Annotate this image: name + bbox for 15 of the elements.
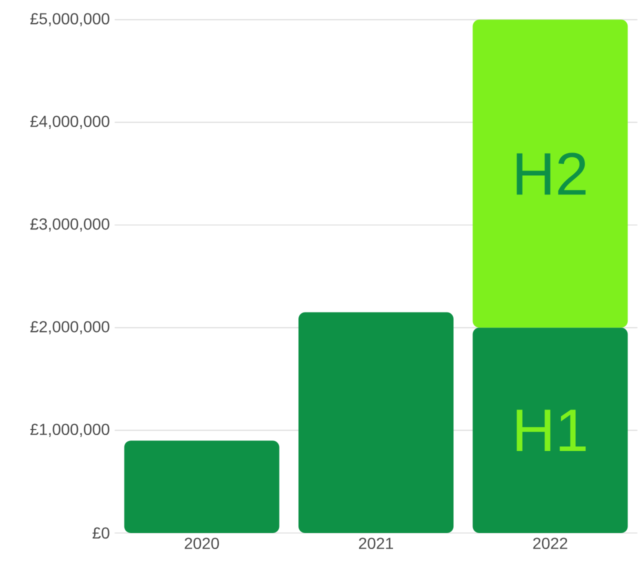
x-tick-label: 2022 bbox=[533, 538, 568, 550]
x-tick-label: 2020 bbox=[184, 538, 219, 550]
y-tick-label: £0 bbox=[92, 527, 110, 539]
bar bbox=[472, 328, 628, 533]
x-tick-label: 2021 bbox=[359, 538, 394, 550]
bar bbox=[472, 20, 628, 328]
y-tick-label: £5,000,000 bbox=[30, 13, 110, 26]
y-tick-label: £2,000,000 bbox=[30, 321, 110, 334]
y-tick-label: £4,000,000 bbox=[30, 116, 110, 129]
series-label: H1 bbox=[516, 410, 586, 451]
y-tick-label: £1,000,000 bbox=[30, 424, 110, 437]
y-tick-label: £3,000,000 bbox=[30, 218, 110, 232]
series-label: H2 bbox=[516, 152, 586, 195]
bar bbox=[124, 440, 280, 533]
bar bbox=[298, 312, 454, 533]
